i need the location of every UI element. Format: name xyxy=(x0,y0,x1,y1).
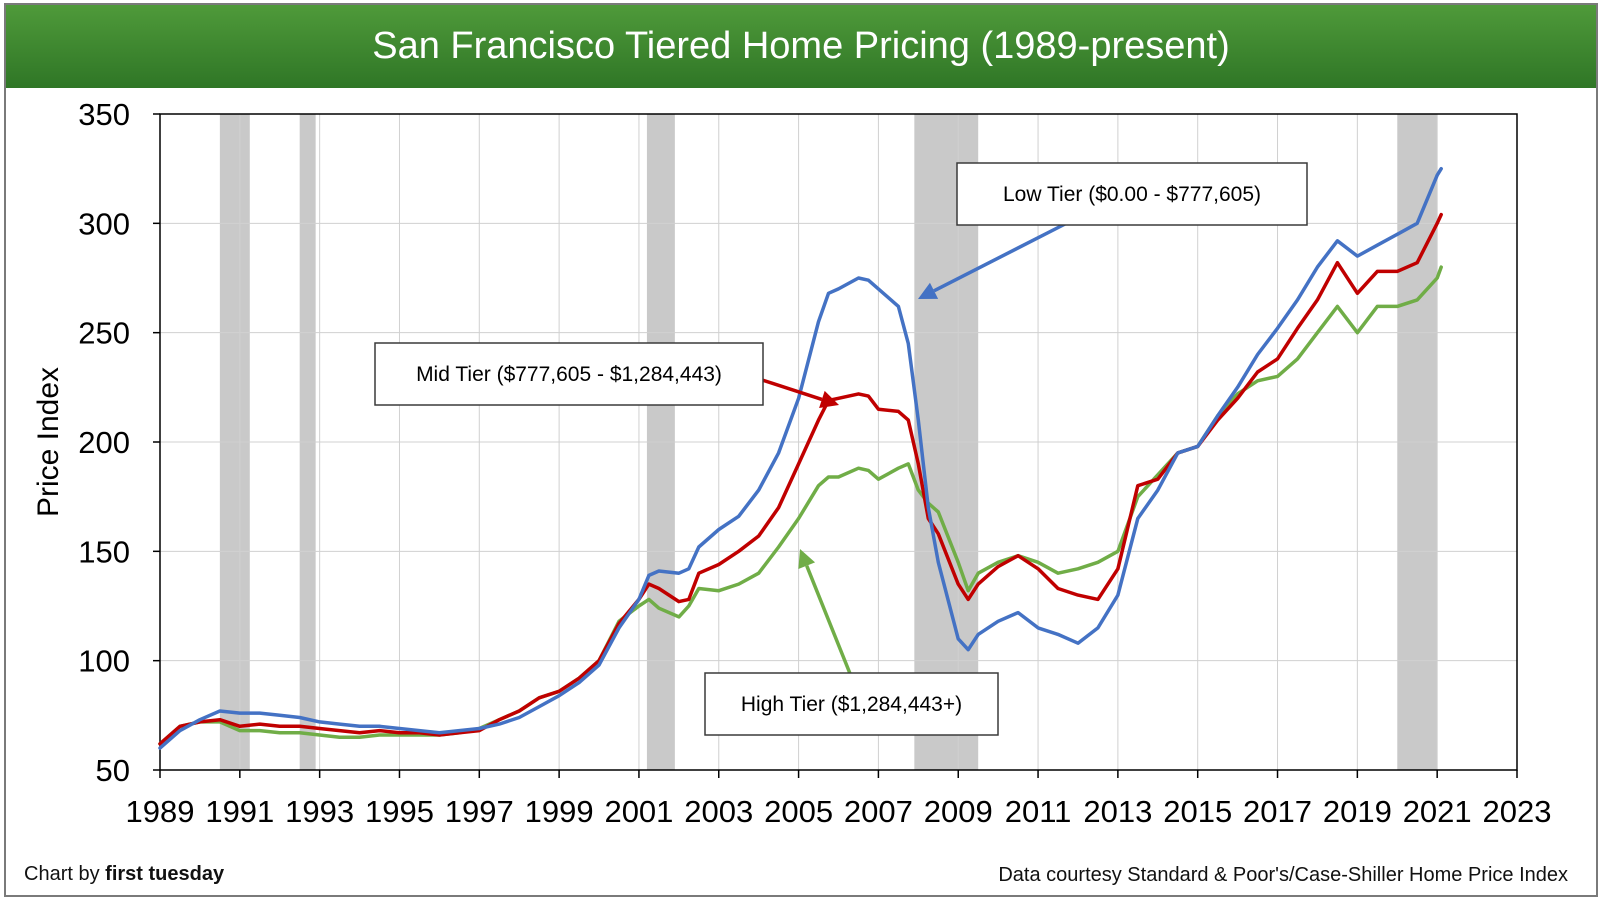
x-tick-label: 1995 xyxy=(365,794,434,829)
mid-tier-annotation-box xyxy=(374,342,764,406)
y-tick-label: 100 xyxy=(78,644,130,679)
y-tick-label: 350 xyxy=(78,97,130,132)
axes: 50 100 150 200 250 300 350 1989 1991 1993 1995 1997… xyxy=(78,97,1551,829)
x-tick-label: 2011 xyxy=(1005,794,1072,829)
x-tick-label: 2005 xyxy=(764,794,833,829)
high-tier-arrow-line xyxy=(805,565,857,687)
y-tick-label: 200 xyxy=(78,425,130,460)
x-tick-label: 1999 xyxy=(525,794,594,829)
series-line-mid-tier xyxy=(158,212,1443,746)
high-tier-arrow-head xyxy=(798,549,816,570)
x-tick-label: 2019 xyxy=(1323,794,1392,829)
data-source: Data courtesy Standard & Poor's/Case-Shi… xyxy=(998,864,1568,886)
high-tier-annotation-text: High Tier ($1,284,443+) xyxy=(741,693,962,716)
chart-credit: Chart by first tuesday xyxy=(24,863,224,886)
chart-title: San Francisco Tiered Home Pricing (1989-… xyxy=(6,5,1596,88)
x-tick-label: 2017 xyxy=(1243,794,1312,829)
low-tier-annotation-text: Low Tier ($0.00 - $777,605) xyxy=(1003,183,1261,206)
x-tick-label: 2007 xyxy=(844,794,913,829)
x-tick-label: 2015 xyxy=(1163,794,1232,829)
mid-tier-arrow-head xyxy=(819,390,839,408)
x-tick-label: 2013 xyxy=(1083,794,1152,829)
credit-prefix: Chart by xyxy=(24,863,106,885)
x-tick-label: 1993 xyxy=(285,794,354,829)
y-axis-label: Price Index xyxy=(32,367,65,517)
low-tier-arrow-line xyxy=(933,221,1068,293)
chart-frame xyxy=(4,3,1598,897)
x-tick-label: 2009 xyxy=(924,794,993,829)
low-tier-arrow-head xyxy=(918,282,939,299)
high-tier-annotation-box xyxy=(704,672,999,736)
annotations: Low Tier ($0.00 - $777,605) Mid Tier ($77… xyxy=(374,162,1308,736)
x-tick-label: 1991 xyxy=(205,794,274,829)
y-tick-label: 250 xyxy=(78,316,130,351)
x-tick-label: 1997 xyxy=(445,794,514,829)
series-lines xyxy=(158,166,1443,750)
x-tick-label: 2023 xyxy=(1483,794,1552,829)
x-tick-label: 2003 xyxy=(684,794,753,829)
y-tick-label: 150 xyxy=(78,534,130,569)
low-tier-annotation-box xyxy=(956,162,1308,226)
series-line-low-tier xyxy=(158,166,1443,750)
mid-tier-annotation-text: Mid Tier ($777,605 - $1,284,443) xyxy=(416,363,722,386)
credit-brand: first tuesday xyxy=(105,863,225,885)
y-tick-label: 50 xyxy=(96,753,130,788)
y-tick-label: 300 xyxy=(78,206,130,241)
x-tick-label: 2001 xyxy=(604,794,673,829)
x-tick-label: 2021 xyxy=(1403,794,1472,829)
x-tick-label: 1989 xyxy=(126,794,195,829)
gridlines xyxy=(159,113,1518,771)
